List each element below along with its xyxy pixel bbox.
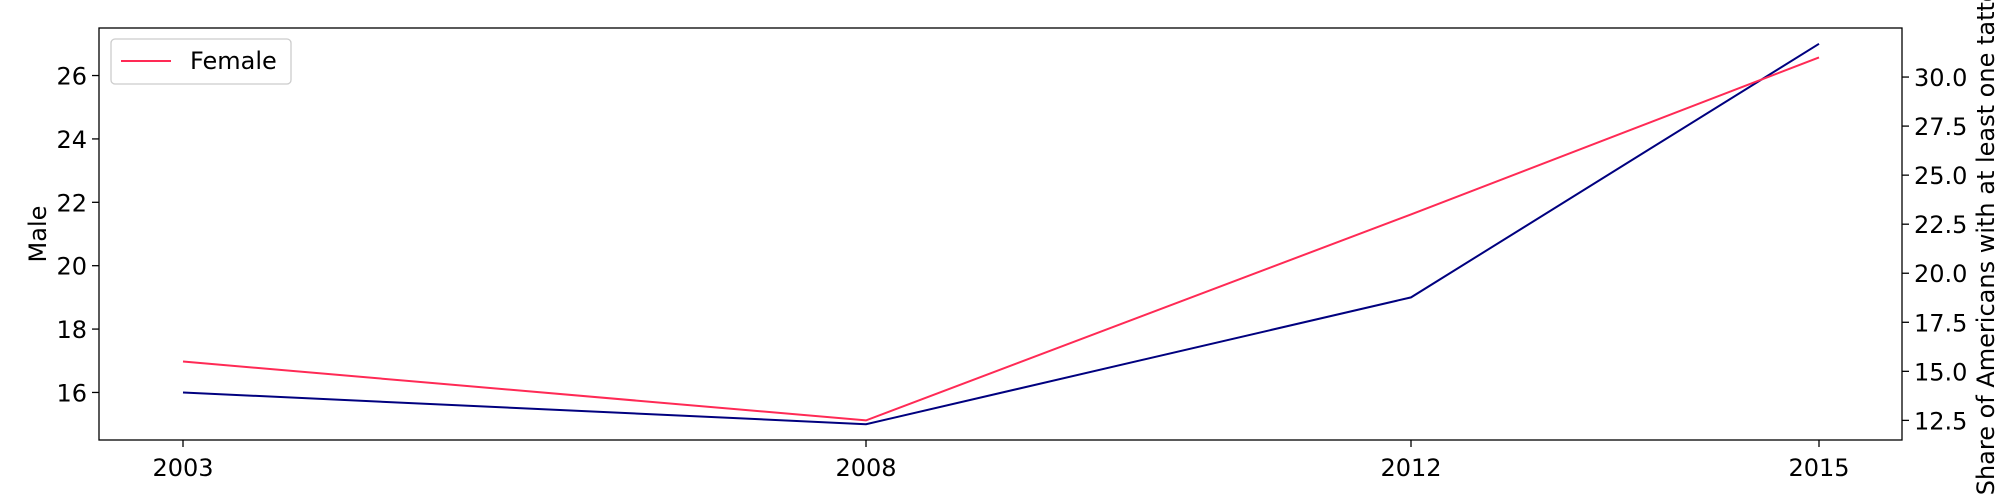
right-y-ticks: 12.5 15.0 17.5 20.0 22.5 25.0 27.5 30.0 <box>1902 64 1967 435</box>
left-tick-label-24: 24 <box>56 126 87 154</box>
right-tick-label-30.0: 30.0 <box>1914 64 1967 92</box>
right-tick-label-25.0: 25.0 <box>1914 162 1967 190</box>
x-tick-label-2012: 2012 <box>1380 454 1441 482</box>
x-ticks: 2003 2008 2012 2015 <box>152 440 1850 482</box>
right-tick-label-15.0: 15.0 <box>1914 358 1967 386</box>
right-tick-label-27.5: 27.5 <box>1914 113 1967 141</box>
right-tick-label-17.5: 17.5 <box>1914 309 1967 337</box>
left-tick-label-18: 18 <box>56 316 87 344</box>
left-tick-label-20: 20 <box>56 253 87 281</box>
left-y-axis-label: Male <box>24 206 52 263</box>
legend-entry-female: Female <box>190 47 277 75</box>
x-tick-label-2015: 2015 <box>1788 454 1849 482</box>
left-tick-label-22: 22 <box>56 189 87 217</box>
right-y-axis-label: Share of Americans with at least one tat… <box>1972 0 2000 495</box>
right-tick-label-20.0: 20.0 <box>1914 260 1967 288</box>
plot-lines <box>182 42 1820 426</box>
legend: Female <box>110 38 292 85</box>
right-tick-label-12.5: 12.5 <box>1914 407 1967 435</box>
legend-box <box>110 38 292 85</box>
left-y-ticks: 16 18 20 22 24 26 <box>56 63 99 407</box>
line-female <box>182 56 1820 422</box>
left-tick-label-26: 26 <box>56 63 87 91</box>
x-tick-label-2008: 2008 <box>835 454 896 482</box>
plot-frame <box>98 27 1903 441</box>
x-tick-label-2003: 2003 <box>152 454 213 482</box>
right-tick-label-22.5: 22.5 <box>1914 211 1967 239</box>
left-tick-label-16: 16 <box>56 379 87 407</box>
line-series-0 <box>182 42 1820 426</box>
